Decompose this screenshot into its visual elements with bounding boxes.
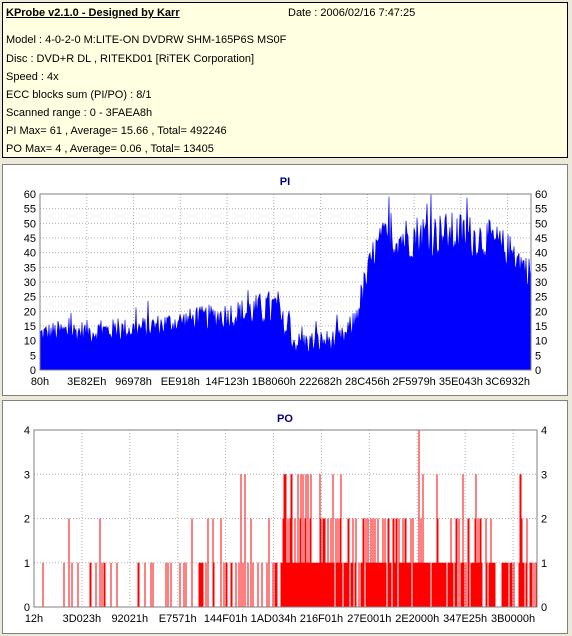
pi-ytick-label-right: 5 bbox=[535, 350, 541, 362]
po-chart: PO 0 0 1 1 2 2 3 3 4 4 12h 3D023h 92021h E7571h 144F01… bbox=[24, 413, 547, 625]
pi-ytick-label-left: 0 bbox=[30, 365, 36, 377]
pi-ytick-label-left: 10 bbox=[24, 336, 36, 348]
pi-ytick-label-left: 50 bbox=[24, 218, 36, 230]
disc-info-panel: KProbe v2.1.0 - Designed by Karr Date : … bbox=[2, 2, 568, 158]
info-scanned-range: Scanned range : 0 - 3FAEA8h bbox=[6, 107, 153, 119]
pi-ytick-label-right: 30 bbox=[535, 277, 547, 289]
info-disc: Disc : DVD+R DL , RITEKD01 [RiTEK Corpor… bbox=[6, 53, 255, 65]
pi-xtick-label: EE918h bbox=[161, 376, 200, 388]
info-model: Model : 4-0-2-0 M:LITE-ON DVDRW SHM-165P… bbox=[6, 34, 287, 46]
info-pi-summary: PI Max= 61 , Average= 15.66 , Total= 492… bbox=[6, 125, 227, 137]
po-ytick-label-right: 1 bbox=[541, 558, 547, 570]
po-ytick-label-left: 1 bbox=[24, 558, 30, 570]
pi-ytick-label-right: 55 bbox=[535, 204, 547, 216]
pi-xtick-label: 35E043h bbox=[439, 376, 483, 388]
pi-xtick-label: 3C6932h bbox=[485, 376, 530, 388]
po-xtick-label: E7571h bbox=[159, 613, 197, 625]
pi-ytick-label-right: 0 bbox=[535, 365, 541, 377]
pi-series-area bbox=[39, 193, 532, 371]
po-xtick-label: 2E2000h bbox=[395, 613, 439, 625]
po-series-bars bbox=[42, 430, 538, 607]
po-chart-title: PO bbox=[277, 413, 293, 425]
pi-xtick-label: 14F123h bbox=[205, 376, 248, 388]
pi-ytick-label-right: 35 bbox=[535, 262, 547, 274]
po-ytick-label-right: 2 bbox=[541, 514, 547, 526]
po-ytick-label-left: 3 bbox=[24, 469, 30, 481]
pi-ytick-label-left: 30 bbox=[24, 277, 36, 289]
po-xtick-label: 216F01h bbox=[300, 613, 343, 625]
pi-xtick-label: 1B8060h bbox=[252, 376, 296, 388]
pi-ytick-label-right: 15 bbox=[535, 321, 547, 333]
info-speed: Speed : 4x bbox=[6, 71, 59, 83]
scan-date: Date : 2006/02/16 7:47:25 bbox=[288, 7, 416, 19]
pi-ytick-label-right: 60 bbox=[535, 189, 547, 201]
pi-xtick-label: 222682h bbox=[299, 376, 342, 388]
po-xtick-label: 1AD034h bbox=[251, 613, 297, 625]
pi-ytick-label-left: 20 bbox=[24, 306, 36, 318]
pi-ytick-label-left: 15 bbox=[24, 321, 36, 333]
pi-xtick-label: 80h bbox=[31, 376, 49, 388]
po-xtick-label: 12h bbox=[25, 613, 43, 625]
po-ytick-label-right: 3 bbox=[541, 469, 547, 481]
info-po-summary: PO Max= 4 , Average= 0.06 , Total= 13405 bbox=[6, 143, 214, 155]
po-ytick-label-left: 4 bbox=[24, 425, 30, 437]
pi-ytick-label-right: 45 bbox=[535, 233, 547, 245]
pi-ytick-label-left: 5 bbox=[30, 350, 36, 362]
pi-ytick-label-right: 20 bbox=[535, 306, 547, 318]
po-xtick-label: 347E25h bbox=[443, 613, 487, 625]
pi-ytick-label-left: 35 bbox=[24, 262, 36, 274]
pi-chart-panel: PI 0 0 5 5 10 10 15 15 20 20 25 25 30 30 35 35 40 40 45 45 5… bbox=[2, 164, 568, 396]
app-title: KProbe v2.1.0 - Designed by Karr bbox=[6, 7, 180, 19]
po-xtick-label: 92021h bbox=[111, 613, 148, 625]
pi-ytick-label-right: 50 bbox=[535, 218, 547, 230]
po-chart-panel: PO 0 0 1 1 2 2 3 3 4 4 12h 3D023h 92021h E7571h 144F01… bbox=[2, 400, 568, 634]
po-xtick-label: 3B0000h bbox=[491, 613, 535, 625]
pi-ytick-label-right: 40 bbox=[535, 248, 547, 260]
pi-ytick-label-left: 40 bbox=[24, 248, 36, 260]
pi-xtick-label: 3E82Eh bbox=[67, 376, 106, 388]
pi-xtick-label: 2F5979h bbox=[392, 376, 435, 388]
pi-ytick-label-left: 60 bbox=[24, 189, 36, 201]
po-ytick-label-right: 4 bbox=[541, 425, 547, 437]
po-xtick-label: 144F01h bbox=[204, 613, 247, 625]
pi-ytick-label-left: 25 bbox=[24, 292, 36, 304]
po-ytick-label-right: 0 bbox=[541, 602, 547, 614]
pi-ytick-label-left: 55 bbox=[24, 204, 36, 216]
pi-plot-frame bbox=[39, 193, 532, 371]
po-plot-frame bbox=[33, 429, 538, 608]
pi-xtick-label: 96978h bbox=[115, 376, 152, 388]
po-xtick-label: 27E001h bbox=[347, 613, 391, 625]
info-ecc-blocks: ECC blocks sum (PI/PO) : 8/1 bbox=[6, 89, 152, 101]
po-ytick-label-left: 2 bbox=[24, 514, 30, 526]
pi-chart-title: PI bbox=[280, 176, 290, 188]
po-ytick-label-left: 0 bbox=[24, 602, 30, 614]
pi-ytick-label-left: 45 bbox=[24, 233, 36, 245]
pi-ytick-label-right: 25 bbox=[535, 292, 547, 304]
pi-xtick-label: 28C456h bbox=[345, 376, 390, 388]
po-xtick-label: 3D023h bbox=[63, 613, 102, 625]
pi-ytick-label-right: 10 bbox=[535, 336, 547, 348]
